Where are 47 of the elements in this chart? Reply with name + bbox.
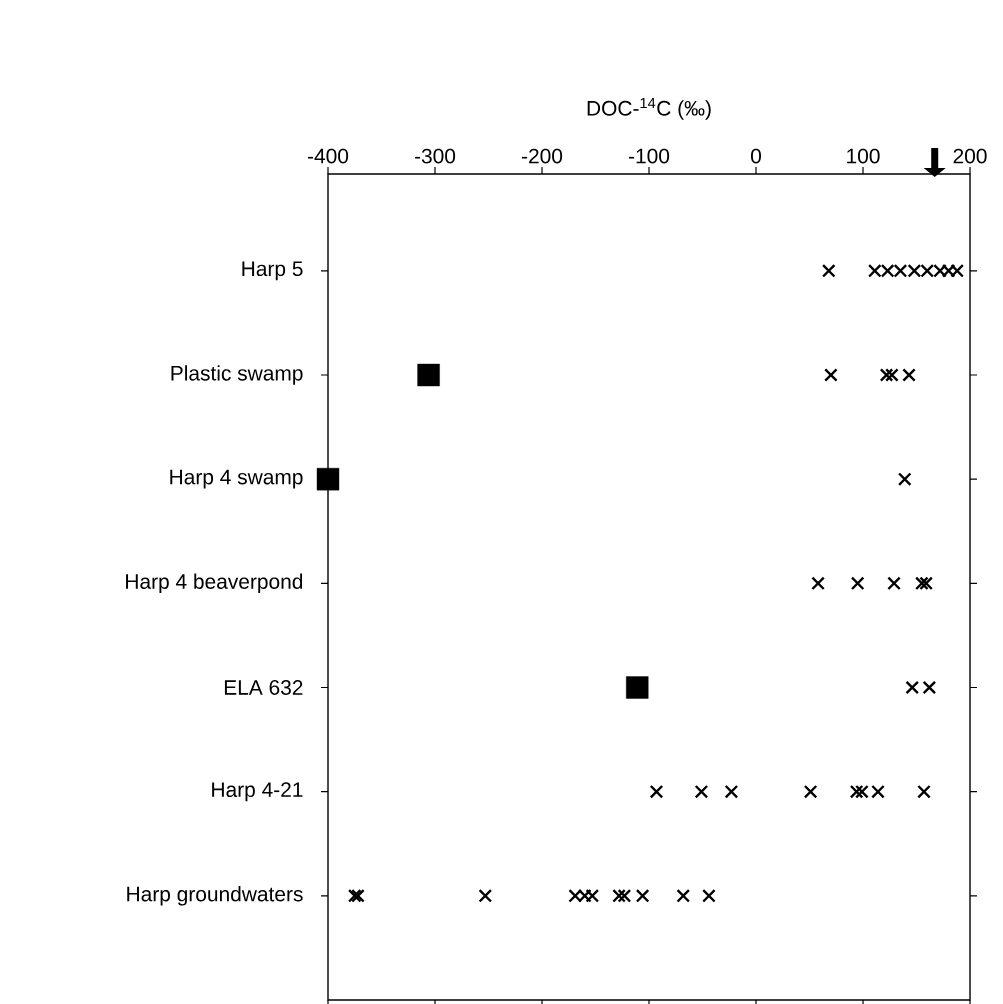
point [811,576,825,591]
point [617,888,632,903]
point [626,676,649,699]
x-tick-label: 100 [847,148,880,164]
x-tick-label: -200 [521,148,563,164]
point [417,363,440,387]
x-axis-title: DOC-$^{14}$C (‰) [587,97,711,120]
y-tick-label: Harp 5 [242,261,303,281]
x-tick-label: 200 [953,148,987,164]
y-tick-label: Harp 4 beaverpond [126,573,303,594]
point [316,467,340,491]
y-tick-label: Harp 4-21 [212,782,303,802]
point [351,888,365,903]
point [649,784,664,799]
point [879,368,894,382]
point [635,888,650,903]
point [824,368,838,382]
point [850,576,865,591]
point [915,576,929,591]
y-tick-label: ELA 632 [224,680,303,695]
y-tick-label: Plastic swamp [171,365,303,385]
point [694,784,709,799]
point [821,264,836,278]
point [347,888,362,903]
y-tick-label: Harp groundwaters [127,886,303,906]
point [871,784,885,799]
point [897,472,912,487]
x-tick-label: 0 [751,148,762,164]
y-tick-label: Harp 4 swamp [170,469,303,489]
point [478,888,493,903]
point [612,888,626,903]
point [855,784,869,799]
x-tick-label: -400 [307,148,349,164]
point [702,888,716,903]
point [887,576,901,591]
point [919,576,933,591]
x-tick-label: -100 [628,148,670,164]
point [676,888,691,903]
point [724,784,739,799]
point [905,680,920,695]
point [922,680,937,695]
point [902,368,916,382]
point [885,368,899,382]
x-tick-label: -300 [414,148,456,164]
point [917,784,931,799]
point [849,784,864,799]
point [803,784,818,799]
